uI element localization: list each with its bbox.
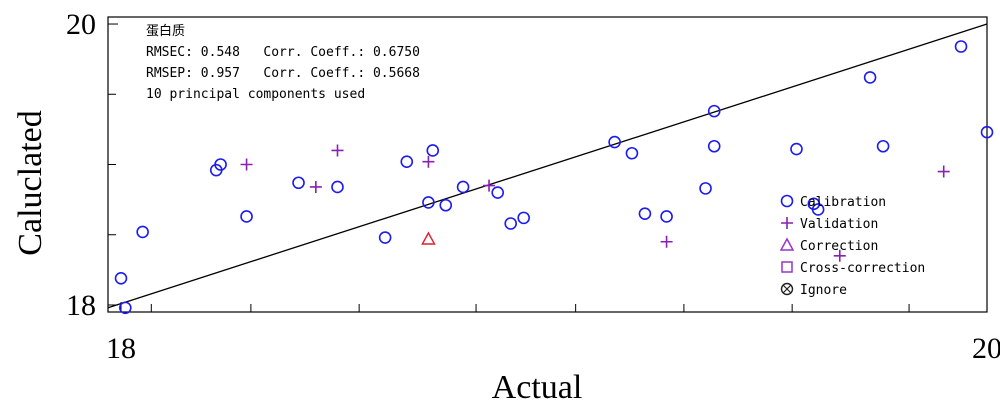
calibration-point	[439, 198, 453, 212]
calibration-point	[426, 144, 440, 157]
x-tick-label: 18	[106, 332, 136, 365]
validation-point	[240, 158, 253, 171]
x-tick-labels: 18 20	[106, 332, 1000, 365]
legend-marker	[781, 217, 793, 229]
calibration-point	[119, 301, 132, 315]
calibration-point	[136, 225, 149, 239]
legend-marker	[780, 282, 794, 296]
validation-point	[660, 235, 673, 248]
calibration-point	[292, 176, 305, 190]
validation-point	[833, 249, 846, 262]
calibration-point	[790, 142, 803, 156]
legend-marker	[780, 194, 794, 208]
info-line: RMSEP: 0.957 Corr. Coeff.: 0.5668	[146, 66, 420, 81]
y-tick-label: 18	[66, 289, 96, 322]
y-tick-label: 20	[66, 8, 96, 41]
calibration-point	[114, 271, 128, 285]
calibration-point	[863, 71, 877, 84]
calibration-point	[954, 40, 968, 53]
calibration-point	[491, 186, 505, 199]
calibration-point	[422, 196, 435, 209]
reference-line	[107, 23, 988, 309]
validation-point	[331, 144, 344, 157]
validation-point	[937, 165, 950, 178]
validation-point	[483, 179, 496, 192]
legend-label: Correction	[800, 239, 878, 254]
calibration-point	[214, 158, 227, 171]
validation-point	[309, 180, 322, 193]
calibration-point	[876, 139, 890, 153]
legend-label: Cross-correction	[800, 261, 925, 276]
calibration-point	[699, 182, 712, 195]
x-axis-label: Actual	[492, 369, 583, 406]
plot-frame	[107, 16, 988, 313]
calibration-point	[240, 210, 253, 223]
calibration-point	[504, 217, 517, 230]
y-axis-label: Caluclated	[12, 110, 49, 255]
calibration-point	[517, 211, 530, 225]
info-block: 蛋白质 RMSEC: 0.548 Corr. Coeff.: 0.6750 RMSE…	[146, 23, 420, 102]
legend-label: Validation	[800, 217, 878, 232]
legend-marker	[781, 261, 793, 273]
calibration-point	[331, 180, 344, 194]
calibration-point	[608, 135, 621, 149]
calibration-point	[456, 180, 470, 194]
calibration-point	[625, 146, 639, 160]
calibration-point	[707, 139, 721, 153]
legend: Calibration Validation Correction Cross-cor…	[779, 194, 925, 298]
info-line: 10 principal components used	[146, 87, 365, 102]
x-tick-label: 20	[972, 332, 1000, 365]
correction-point	[421, 231, 436, 245]
calibration-point	[378, 231, 392, 244]
calibration-point	[638, 207, 652, 220]
info-line: RMSEC: 0.548 Corr. Coeff.: 0.6750	[146, 45, 420, 60]
calibration-point	[811, 203, 825, 216]
data-points	[114, 40, 994, 315]
calibration-point	[707, 104, 721, 118]
info-line: 蛋白质	[146, 23, 185, 39]
calibration-point	[400, 155, 414, 168]
validation-point	[422, 155, 435, 168]
calibration-point	[660, 210, 673, 223]
legend-marker	[779, 237, 795, 251]
calibration-point	[980, 125, 994, 139]
legend-label: Calibration	[800, 195, 886, 210]
legend-label: Ignore	[800, 283, 847, 298]
